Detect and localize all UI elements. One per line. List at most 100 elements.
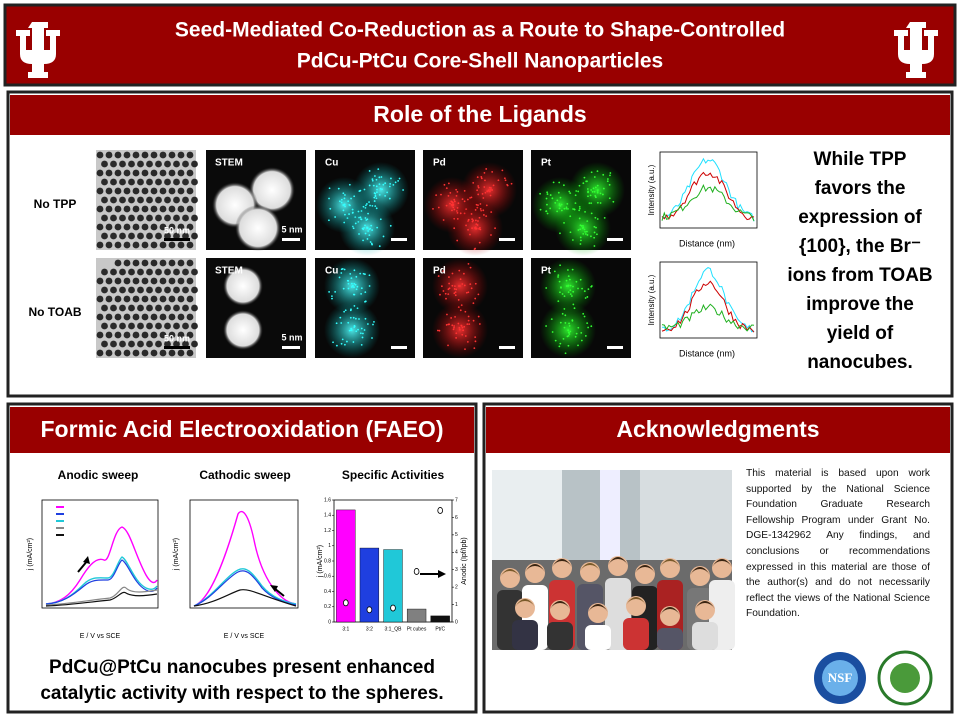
particle [132,241,140,249]
map-dot [338,200,341,203]
particle [137,160,144,168]
particle [96,277,104,285]
map-dot [587,190,589,193]
particle [132,313,140,321]
map-dot [350,329,353,331]
map-dot [394,181,397,184]
map-dot [601,193,604,196]
map-dot [575,280,578,283]
map-dot [352,316,355,319]
map-dot [586,296,589,298]
particle [249,167,295,213]
map-dot [454,294,457,297]
particle [101,196,108,204]
map-dot [398,177,401,180]
particle [168,313,176,321]
map-dot [376,191,378,194]
map-dot [596,189,599,191]
particle [150,349,158,357]
map-dot [445,187,448,190]
map-dot [361,336,364,339]
particle [186,349,194,357]
map-dot [368,184,371,187]
map-dot [369,204,371,207]
map-dot [461,198,464,201]
map-dot [462,329,465,332]
map-dot [354,283,357,286]
particle [105,169,113,177]
particle [101,286,108,294]
person-body [585,625,611,650]
particle [146,196,153,204]
map-dot [590,212,593,215]
section-header [10,407,474,453]
map-dot [371,337,373,339]
map-dot [563,295,566,298]
particle [173,178,180,186]
particle [128,232,135,240]
map-dot [463,200,466,203]
map-dot [439,293,441,296]
map-dot [476,224,479,226]
particle [159,241,167,249]
map-dot [552,181,555,184]
map-dot [573,208,576,211]
map-dot [451,284,454,287]
particle [155,304,162,312]
map-dot [571,239,574,241]
map-dot [453,227,456,230]
scale-bar [499,238,515,241]
particle [177,223,185,231]
summary-line: improve the [806,294,914,315]
map-dot [348,329,351,332]
tem-image [96,258,198,358]
map-dot [558,280,561,283]
map-dot [343,197,346,200]
particle [105,187,113,195]
bar [336,509,356,623]
particle [96,241,104,249]
map-dot [453,198,456,201]
particle [164,322,171,330]
map-dot [441,285,443,288]
map-dot [372,184,375,187]
map-dot [592,187,595,190]
map-dot [599,192,602,195]
map-dot [568,324,571,327]
summary-line: {100}, the Br⁻ [799,236,921,257]
map-dot [350,308,352,311]
particle [223,310,263,350]
y-tick-label: 1.4 [324,513,331,519]
y-tick-label: 0 [328,619,331,625]
map-dot [587,195,589,198]
profile-frame [659,151,758,229]
map-dot [362,205,365,208]
map-dot [583,290,586,293]
map-dot [447,344,449,347]
particle [119,232,126,240]
map-dot [343,343,346,346]
map-dot [331,295,333,298]
section-title: Acknowledgments [616,416,819,442]
person-head [635,564,655,584]
map-dot [467,219,470,221]
map-dot [569,289,572,292]
map-dot [467,262,470,265]
map-dot [378,176,381,179]
panel-label: STEM [215,158,243,169]
map-dot [573,307,576,310]
particle [114,259,122,267]
map-dot [456,190,459,193]
map-dot [362,228,365,231]
map-dot [472,319,475,322]
particle [137,286,144,294]
map-dot [583,176,586,179]
map-dot [367,230,370,232]
particle [101,268,108,276]
map-dot [465,224,467,227]
scale-bar [282,346,300,349]
particle [110,268,117,276]
map-dot [593,176,596,178]
map-dot [358,190,361,193]
